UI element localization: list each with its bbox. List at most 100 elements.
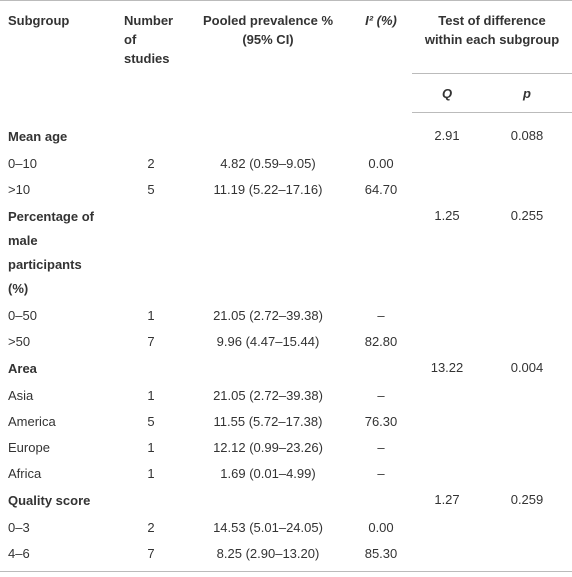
table-cell xyxy=(350,487,412,515)
table-cell: 64.70 xyxy=(364,181,398,197)
table-cell xyxy=(186,487,350,515)
table-cell: Europe xyxy=(8,439,50,455)
table-cell: 1.25 xyxy=(434,207,460,223)
table-cell: 0.00 xyxy=(368,519,394,535)
table-cell: 0.255 xyxy=(510,207,544,223)
header-cell: Q xyxy=(412,73,482,113)
table-cell: 14.53 (5.01–24.05) xyxy=(213,519,323,535)
table-cell: 1.27 xyxy=(434,491,460,507)
table-cell: – xyxy=(377,439,385,455)
header-cell: p xyxy=(482,73,572,113)
table-cell: 2 xyxy=(147,519,155,535)
table-cell: Asia xyxy=(8,387,34,403)
header-cell: Subgroup xyxy=(0,0,116,113)
table-cell: 1 xyxy=(147,465,155,481)
table-cell xyxy=(482,435,572,461)
table-row: America 5 11.55 (5.72–17.38) 76.30 xyxy=(0,409,572,435)
table-row: Asia 1 21.05 (2.72–39.38) – xyxy=(0,383,572,409)
table-cell: Area xyxy=(8,360,37,376)
table-cell: 12.12 (0.99–23.26) xyxy=(213,439,323,455)
table-cell xyxy=(186,355,350,383)
table-cell: Quality score xyxy=(8,492,91,508)
table-cell xyxy=(482,461,572,487)
table-cell xyxy=(412,515,482,541)
table-cell: 5 xyxy=(147,413,155,429)
table-cell: 1 xyxy=(147,439,155,455)
table-cell: >50 xyxy=(8,333,31,349)
header-cell: Pooled prevalence % (95% CI) xyxy=(186,0,350,113)
table-cell: Mean age xyxy=(8,128,68,144)
table-cell xyxy=(482,409,572,435)
table-cell: – xyxy=(377,465,385,481)
table-cell xyxy=(412,461,482,487)
table-cell: 4–6 xyxy=(0,540,116,572)
table-cell xyxy=(482,515,572,541)
table-cell xyxy=(412,329,482,355)
table-cell: 2 xyxy=(147,155,155,171)
header-cell: Test of difference within each subgroup xyxy=(412,0,572,74)
table-cell: 7 xyxy=(116,540,186,572)
table-cell: 0.00 xyxy=(368,155,394,171)
table-row: >10 5 11.19 (5.22–17.16) 64.70 xyxy=(0,177,572,203)
table-cell xyxy=(186,113,350,151)
table-cell xyxy=(116,487,186,515)
table-row: 0–3 2 14.53 (5.01–24.05) 0.00 xyxy=(0,515,572,541)
table-cell: 13.22 xyxy=(430,359,464,375)
table-cell: 76.30 xyxy=(364,413,398,429)
table-row: Quality score 1.27 0.259 xyxy=(0,487,572,515)
table-cell xyxy=(412,383,482,409)
table-cell xyxy=(482,540,572,572)
table-cell xyxy=(482,329,572,355)
table-cell: 5 xyxy=(147,181,155,197)
table-cell: 21.05 (2.72–39.38) xyxy=(213,387,323,403)
table-row: Area 13.22 0.004 xyxy=(0,355,572,383)
table-cell xyxy=(116,203,186,303)
table-cell: 1.69 (0.01–4.99) xyxy=(220,465,316,481)
table-cell: 0–3 xyxy=(8,519,30,535)
table-cell: 7 xyxy=(147,333,155,349)
table-cell xyxy=(186,203,350,303)
table-row: >50 7 9.96 (4.47–15.44) 82.80 xyxy=(0,329,572,355)
table-cell: 1 xyxy=(147,387,155,403)
table-cell: – xyxy=(377,387,385,403)
table-cell: >10 xyxy=(8,181,31,197)
table-cell: – xyxy=(377,307,385,323)
table-row: 0–50 1 21.05 (2.72–39.38) – xyxy=(0,303,572,329)
table-cell: 9.96 (4.47–15.44) xyxy=(216,333,320,349)
table-cell: America xyxy=(8,413,56,429)
table-cell xyxy=(350,355,412,383)
table-cell: 0.259 xyxy=(510,491,544,507)
table-cell xyxy=(482,177,572,203)
table-cell: 21.05 (2.72–39.38) xyxy=(213,307,323,323)
header-cell: I² (%) xyxy=(350,0,412,113)
table-cell: 2.91 xyxy=(434,128,460,143)
table-row: Percentage of male participants (%) 1.25 0… xyxy=(0,203,572,303)
table-cell: 11.19 (5.22–17.16) xyxy=(213,181,323,197)
table-row: Africa 1 1.69 (0.01–4.99) – xyxy=(0,461,572,487)
table-cell: 8.25 (2.90–13.20) xyxy=(186,540,350,572)
table-cell xyxy=(412,177,482,203)
table-cell: Percentage of male participants (%) xyxy=(8,208,94,296)
table-cell: 0–10 xyxy=(8,155,37,171)
table-cell: 0.088 xyxy=(510,128,544,143)
table-cell xyxy=(412,303,482,329)
table-cell xyxy=(412,435,482,461)
table-cell xyxy=(350,113,412,151)
table-cell: Africa xyxy=(8,465,42,481)
table-cell xyxy=(482,383,572,409)
table-cell xyxy=(482,151,572,177)
table-row: Mean age 2.91 0.088 xyxy=(0,113,572,151)
table-cell: 0–50 xyxy=(8,307,37,323)
table-cell xyxy=(412,540,482,572)
table-cell xyxy=(116,113,186,151)
table-cell: 82.80 xyxy=(364,333,398,349)
table-row: 0–10 2 4.82 (0.59–9.05) 0.00 xyxy=(0,151,572,177)
table-cell: 0.004 xyxy=(510,359,544,375)
table-cell: 4.82 (0.59–9.05) xyxy=(220,155,316,171)
table-body: Mean age 2.91 0.088 0–10 2 4.82 (0.59–9.05) 0.… xyxy=(0,113,572,572)
table-cell xyxy=(412,151,482,177)
table-cell xyxy=(350,203,412,303)
table-cell: 1 xyxy=(147,307,155,323)
